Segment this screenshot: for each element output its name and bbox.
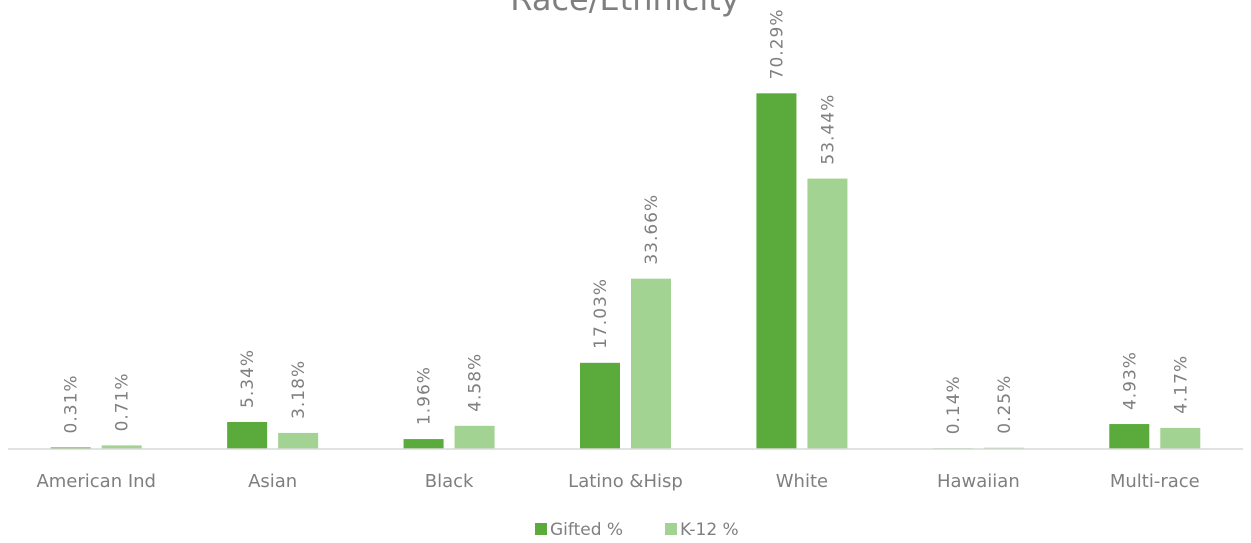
legend-swatch-k12 xyxy=(665,523,677,535)
data-label-k-12-multi-race: 4.17% xyxy=(1171,355,1191,414)
bar-k-12-latino-hisp xyxy=(631,278,671,449)
data-label-gifted-latino-hisp: 17.03% xyxy=(591,278,611,349)
legend-label-gifted: Gifted % xyxy=(550,520,623,540)
bar-k-12-asian xyxy=(278,432,319,449)
data-label-k-12-black: 4.58% xyxy=(466,353,486,412)
bar-k-12-multi-race xyxy=(1160,427,1201,449)
data-label-k-12-american-ind: 0.71% xyxy=(113,372,133,431)
data-label-k-12-latino-hisp: 33.66% xyxy=(642,194,662,265)
bar-gifted-white xyxy=(756,93,797,449)
data-label-k-12-hawaiian: 0.25% xyxy=(995,375,1015,434)
bar-gifted-multi-race xyxy=(1109,424,1150,449)
x-tick-label-black: Black xyxy=(425,471,474,492)
x-tick-labels-group: American Ind Asian Black Latino &Hisp White H… xyxy=(36,471,1199,492)
legend: Gifted % K-12 % xyxy=(535,520,739,540)
data-label-gifted-multi-race: 4.93% xyxy=(1120,351,1140,410)
chart-title: Race/Ethnicity xyxy=(510,0,739,18)
legend-label-k12: K-12 % xyxy=(680,520,739,540)
data-label-gifted-asian: 5.34% xyxy=(238,349,258,408)
bars-group xyxy=(50,93,1201,450)
data-labels-group: 0.31% 0.71% 5.34% 3.18% 1.96% 4.58% 17.03% 33.6… xyxy=(62,9,1192,435)
x-tick-label-latino-hisp: Latino &Hisp xyxy=(568,471,683,492)
legend-swatch-gifted xyxy=(535,523,547,535)
data-label-gifted-american-ind: 0.31% xyxy=(62,374,82,433)
x-tick-label-hawaiian: Hawaiian xyxy=(937,471,1020,492)
bar-k-12-american-ind xyxy=(101,445,142,449)
bar-k-12-white xyxy=(807,178,848,449)
x-tick-label-white: White xyxy=(776,471,828,492)
data-label-gifted-white: 70.29% xyxy=(767,9,787,80)
bar-gifted-asian xyxy=(227,421,268,449)
data-label-k-12-asian: 3.18% xyxy=(289,360,309,419)
data-label-gifted-hawaiian: 0.14% xyxy=(944,375,964,434)
x-tick-label-multi-race: Multi-race xyxy=(1110,471,1200,492)
bar-gifted-black xyxy=(403,439,444,449)
data-label-k-12-white: 53.44% xyxy=(818,94,838,165)
data-label-gifted-black: 1.96% xyxy=(415,366,435,425)
x-tick-label-asian: Asian xyxy=(248,471,297,492)
x-tick-label-american-ind: American Ind xyxy=(36,471,156,492)
bar-gifted-latino-hisp xyxy=(580,362,620,449)
bar-gifted-american-ind xyxy=(50,447,91,449)
bar-k-12-black xyxy=(454,425,495,449)
